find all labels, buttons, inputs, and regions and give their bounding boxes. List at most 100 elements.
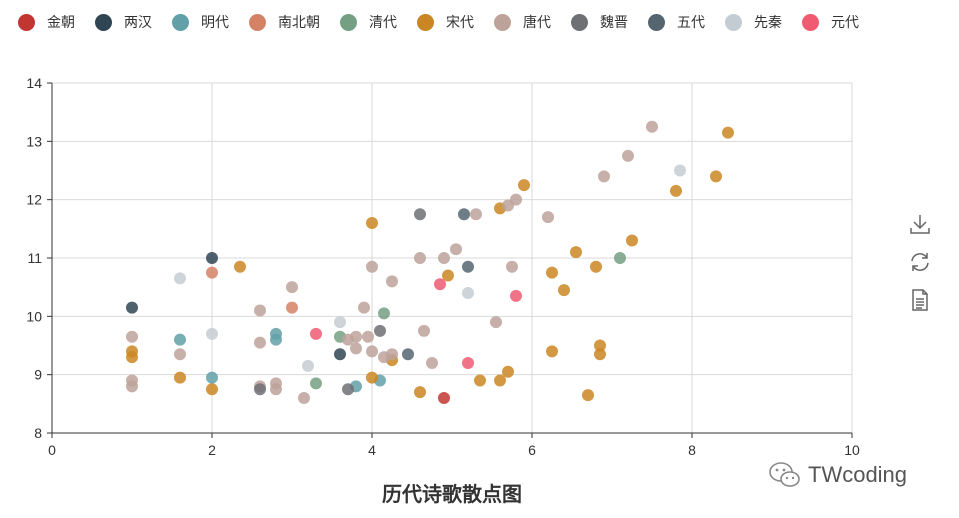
data-point[interactable] [174, 348, 186, 361]
data-point[interactable] [174, 272, 186, 285]
data-point[interactable] [174, 371, 186, 384]
data-point[interactable] [350, 342, 362, 355]
legend-item[interactable]: 唐代 [494, 12, 551, 32]
legend-item[interactable]: 清代 [340, 12, 397, 32]
refresh-icon[interactable] [908, 250, 932, 274]
data-point[interactable] [590, 260, 602, 273]
data-point[interactable] [462, 260, 474, 273]
data-point[interactable] [450, 243, 462, 256]
series-2 [174, 327, 386, 393]
data-point[interactable] [490, 316, 502, 329]
data-point[interactable] [342, 383, 354, 396]
data-point[interactable] [378, 307, 390, 320]
data-point[interactable] [386, 348, 398, 361]
data-point[interactable] [502, 365, 514, 378]
legend-item[interactable]: 魏晋 [571, 12, 628, 32]
data-view-icon[interactable] [908, 288, 932, 312]
data-point[interactable] [270, 333, 282, 346]
data-point[interactable] [286, 281, 298, 294]
data-point[interactable] [126, 380, 138, 393]
data-point[interactable] [462, 357, 474, 369]
data-point[interactable] [334, 316, 346, 329]
data-point[interactable] [366, 345, 378, 358]
legend-item[interactable]: 宋代 [417, 12, 474, 32]
data-point[interactable] [286, 301, 298, 314]
data-point[interactable] [418, 324, 430, 337]
data-point[interactable] [366, 371, 378, 384]
legend-item[interactable]: 先秦 [725, 12, 782, 32]
data-point[interactable] [310, 327, 322, 340]
data-point[interactable] [414, 208, 426, 221]
data-point[interactable] [542, 211, 554, 224]
legend-swatch [494, 13, 511, 31]
data-point[interactable] [386, 275, 398, 288]
data-point[interactable] [510, 193, 522, 206]
data-point[interactable] [470, 208, 482, 221]
data-point[interactable] [438, 392, 450, 404]
legend-item[interactable]: 明代 [172, 12, 229, 32]
data-point[interactable] [358, 301, 370, 314]
data-point[interactable] [366, 217, 378, 229]
data-point[interactable] [366, 260, 378, 273]
data-point[interactable] [462, 287, 474, 299]
data-point[interactable] [414, 386, 426, 399]
data-point[interactable] [206, 371, 218, 384]
y-tick-label: 9 [34, 367, 42, 383]
data-point[interactable] [518, 179, 530, 192]
data-point[interactable] [582, 389, 594, 402]
data-point[interactable] [206, 266, 218, 279]
data-point[interactable] [426, 357, 438, 369]
data-point[interactable] [594, 348, 606, 361]
data-point[interactable] [670, 184, 682, 197]
data-point[interactable] [270, 383, 282, 396]
download-icon[interactable] [908, 212, 932, 236]
data-point[interactable] [126, 351, 138, 364]
data-point[interactable] [402, 348, 414, 361]
data-point[interactable] [622, 149, 634, 162]
legend-item[interactable]: 南北朝 [249, 12, 320, 32]
data-point[interactable] [362, 330, 374, 343]
data-point[interactable] [298, 392, 310, 404]
data-point[interactable] [598, 170, 610, 183]
data-point[interactable] [494, 374, 506, 387]
data-point[interactable] [546, 266, 558, 279]
data-point[interactable] [722, 126, 734, 139]
data-point[interactable] [126, 301, 138, 314]
data-point[interactable] [350, 330, 362, 343]
data-point[interactable] [126, 330, 138, 343]
data-point[interactable] [614, 252, 626, 264]
legend-item[interactable]: 五代 [648, 12, 705, 32]
data-point[interactable] [506, 260, 518, 273]
data-point[interactable] [438, 252, 450, 264]
data-point[interactable] [206, 252, 218, 264]
data-point[interactable] [626, 234, 638, 247]
legend-item[interactable]: 金朝 [18, 12, 75, 32]
data-point[interactable] [254, 304, 266, 317]
legend-item[interactable]: 两汉 [95, 12, 152, 32]
data-point[interactable] [174, 333, 186, 346]
data-point[interactable] [546, 345, 558, 358]
data-point[interactable] [558, 284, 570, 297]
data-point[interactable] [458, 208, 470, 221]
data-point[interactable] [674, 164, 686, 177]
data-point[interactable] [234, 260, 246, 273]
data-point[interactable] [434, 278, 446, 291]
data-point[interactable] [510, 289, 522, 302]
legend-item[interactable]: 元代 [802, 12, 859, 32]
data-point[interactable] [254, 336, 266, 349]
data-point[interactable] [710, 170, 722, 183]
data-point[interactable] [206, 383, 218, 396]
data-point[interactable] [570, 246, 582, 259]
data-point[interactable] [646, 120, 658, 133]
data-point[interactable] [310, 377, 322, 390]
data-point[interactable] [334, 348, 346, 361]
data-point[interactable] [414, 252, 426, 264]
data-point[interactable] [474, 374, 486, 387]
data-point[interactable] [442, 269, 454, 282]
data-point[interactable] [254, 383, 266, 396]
data-point[interactable] [594, 339, 606, 352]
data-point[interactable] [374, 324, 386, 337]
y-tick-label: 14 [26, 75, 42, 91]
data-point[interactable] [302, 359, 314, 372]
data-point[interactable] [206, 327, 218, 340]
